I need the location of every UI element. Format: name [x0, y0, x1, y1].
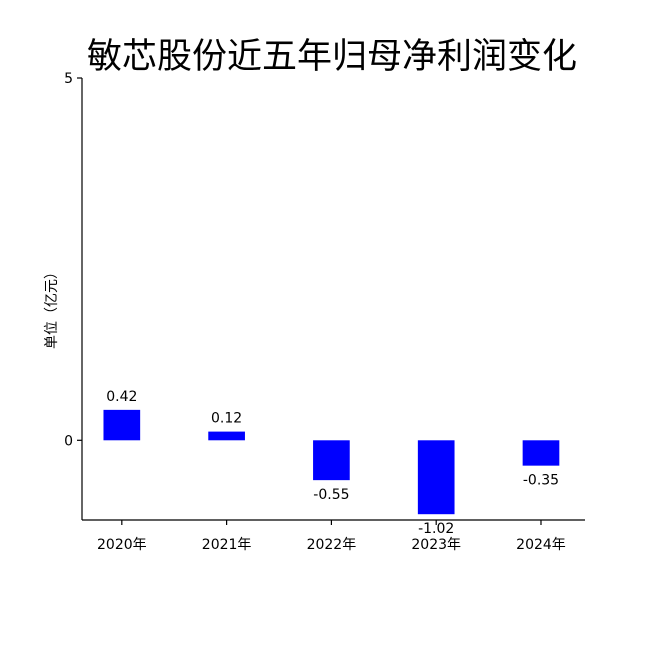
- data-label-1: 0.12: [211, 411, 242, 427]
- data-label-0: 0.42: [106, 389, 137, 405]
- bar-3: [417, 440, 455, 515]
- bars-group: [103, 409, 560, 515]
- y-axis-label: 单位（亿元）: [44, 265, 60, 349]
- x-tick-label-0: 2020年: [97, 537, 147, 553]
- data-labels-group: 0.42 0.12 -0.55 -1.02 -0.35: [106, 389, 559, 537]
- x-ticks-group: 2020年 2021年 2022年 2023年 2024年: [97, 520, 566, 553]
- y-tick-label-1: 5: [64, 71, 73, 87]
- x-tick-label-3: 2023年: [411, 537, 461, 553]
- y-tick-label-0: 0: [64, 433, 73, 449]
- bar-1: [208, 431, 245, 441]
- x-tick-label-4: 2024年: [516, 537, 566, 553]
- data-label-4: -0.35: [523, 473, 559, 489]
- bar-0: [103, 409, 141, 441]
- bar-4: [522, 440, 560, 466]
- data-label-2: -0.55: [313, 487, 349, 503]
- chart-title: 敏芯股份近五年归母净利润变化: [87, 37, 577, 77]
- y-ticks-group: 05: [64, 71, 82, 449]
- bar-2: [313, 440, 350, 481]
- x-tick-label-2: 2022年: [307, 537, 357, 553]
- data-label-3: -1.02: [418, 521, 454, 537]
- x-tick-label-1: 2021年: [202, 537, 252, 553]
